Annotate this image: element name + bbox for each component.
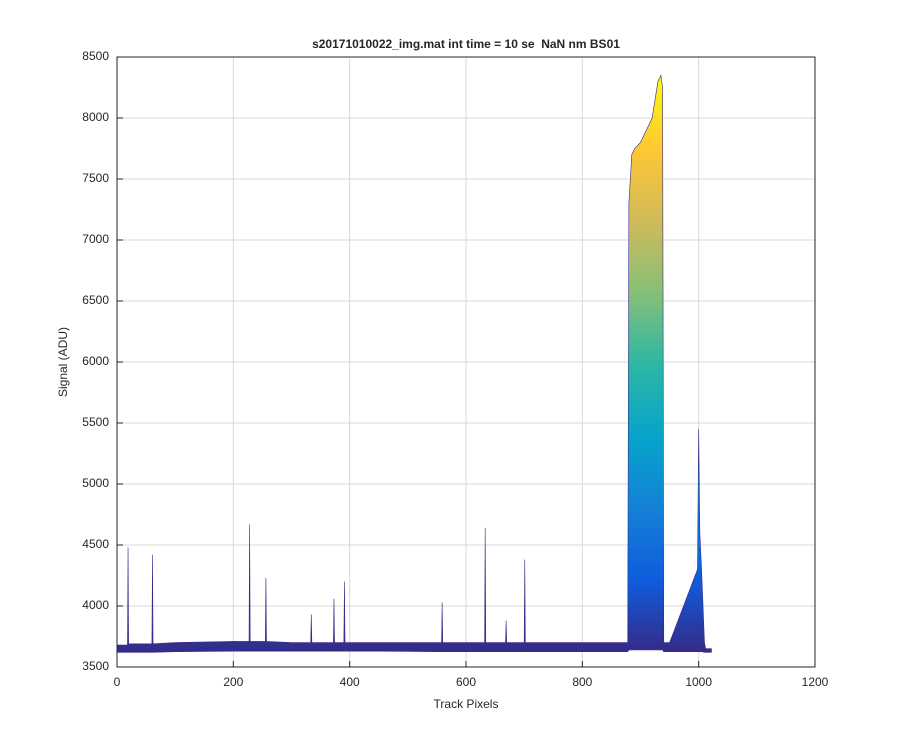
x-tick-label: 1000	[685, 675, 712, 689]
y-tick-label: 4000	[82, 598, 109, 612]
y-tick-label: 7000	[82, 232, 109, 246]
y-tick-label: 5000	[82, 476, 109, 490]
x-tick-label: 0	[114, 675, 121, 689]
y-tick-label: 6500	[82, 293, 109, 307]
y-axis-label: Signal (ADU)	[56, 327, 70, 397]
y-tick-label: 6000	[82, 354, 109, 368]
y-tick-label: 8000	[82, 110, 109, 124]
y-tick-label: 4500	[82, 537, 109, 551]
x-tick-label: 600	[456, 675, 476, 689]
y-tick-label: 8500	[82, 49, 109, 63]
x-tick-label: 400	[340, 675, 360, 689]
x-tick-label: 200	[223, 675, 243, 689]
x-tick-label: 800	[572, 675, 592, 689]
axes-box	[116, 56, 816, 668]
chart-title: s20171010022_img.mat int time = 10 se Na…	[312, 37, 620, 51]
y-tick-label: 3500	[82, 659, 109, 673]
y-tick-label: 7500	[82, 171, 109, 185]
x-axis-label: Track Pixels	[434, 697, 499, 711]
x-tick-label: 1200	[802, 675, 829, 689]
y-tick-label: 5500	[82, 415, 109, 429]
signal-area	[116, 74, 712, 653]
